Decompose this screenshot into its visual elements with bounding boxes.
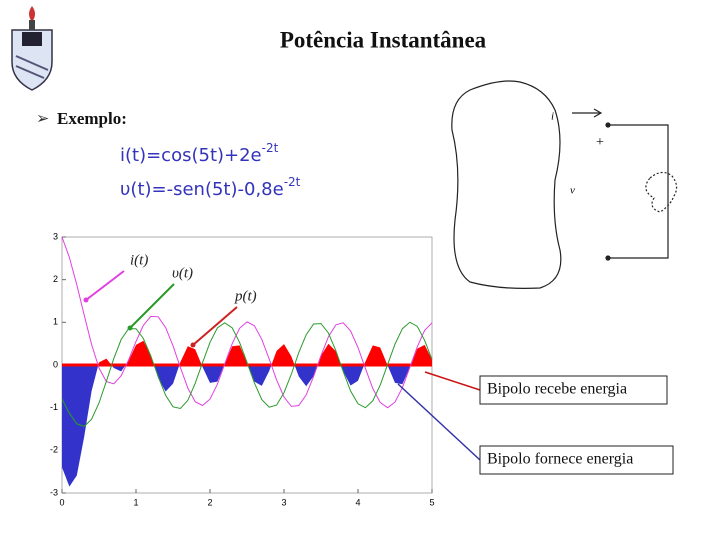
y-tick-label: -3 — [50, 487, 58, 497]
formula-sup: -2t — [284, 175, 301, 189]
x-tick-label: 3 — [281, 497, 286, 507]
formula: i(t)=cos(5t)+2e-2t — [120, 141, 279, 167]
x-tick-label: 4 — [355, 497, 360, 507]
logo — [11, 6, 53, 91]
y-tick-label: -2 — [50, 445, 58, 455]
y-tick-label: -1 — [50, 402, 58, 412]
x-tick-label: 1 — [133, 497, 138, 507]
label-arrow — [129, 283, 175, 329]
annotation-box — [479, 375, 668, 405]
formula-text: i(t)=cos(5t)+2e — [120, 145, 262, 166]
label-arrow — [85, 270, 125, 301]
annotation-box — [479, 445, 674, 475]
circuit-current: i — [551, 111, 554, 123]
y-tick-label: 3 — [53, 231, 58, 241]
arrow-head — [83, 297, 89, 303]
formula-sup: -2t — [262, 141, 279, 155]
circuit-voltage: v — [570, 185, 575, 197]
series-line — [61, 236, 433, 409]
x-tick-label: 2 — [207, 497, 212, 507]
annotation-text: Bipolo fornece energia — [487, 451, 633, 468]
series-label: i(t) — [130, 252, 148, 268]
annotation-arrow — [424, 371, 481, 391]
formula-text: υ(t)=-sen(5t)-0,8e — [120, 179, 284, 200]
bullet-text: Exemplo: — [57, 109, 127, 128]
area-positive — [62, 340, 432, 365]
y-tick-label: 1 — [53, 317, 58, 327]
circuit-plus: + — [596, 135, 604, 150]
area-negative — [62, 365, 432, 487]
y-tick-label: 0 — [53, 359, 58, 369]
annotation-text: Bipolo recebe energia — [487, 381, 627, 398]
label-arrow — [192, 306, 238, 346]
series-label: p(t) — [234, 288, 257, 304]
series-line — [61, 321, 433, 427]
annotation-arrow — [397, 383, 481, 461]
x-tick-label: 0 — [59, 497, 64, 507]
arrow-head — [127, 325, 133, 331]
series-label: υ(t) — [172, 265, 193, 281]
bullet-arrow: ➢ — [36, 111, 49, 128]
formula: υ(t)=-sen(5t)-0,8e-2t — [120, 175, 301, 201]
y-tick-label: 2 — [53, 274, 58, 284]
x-tick-label: 5 — [429, 497, 434, 507]
arrow-head — [190, 342, 196, 348]
circuit — [451, 80, 678, 289]
slide-title: Potência Instantânea — [280, 27, 487, 52]
